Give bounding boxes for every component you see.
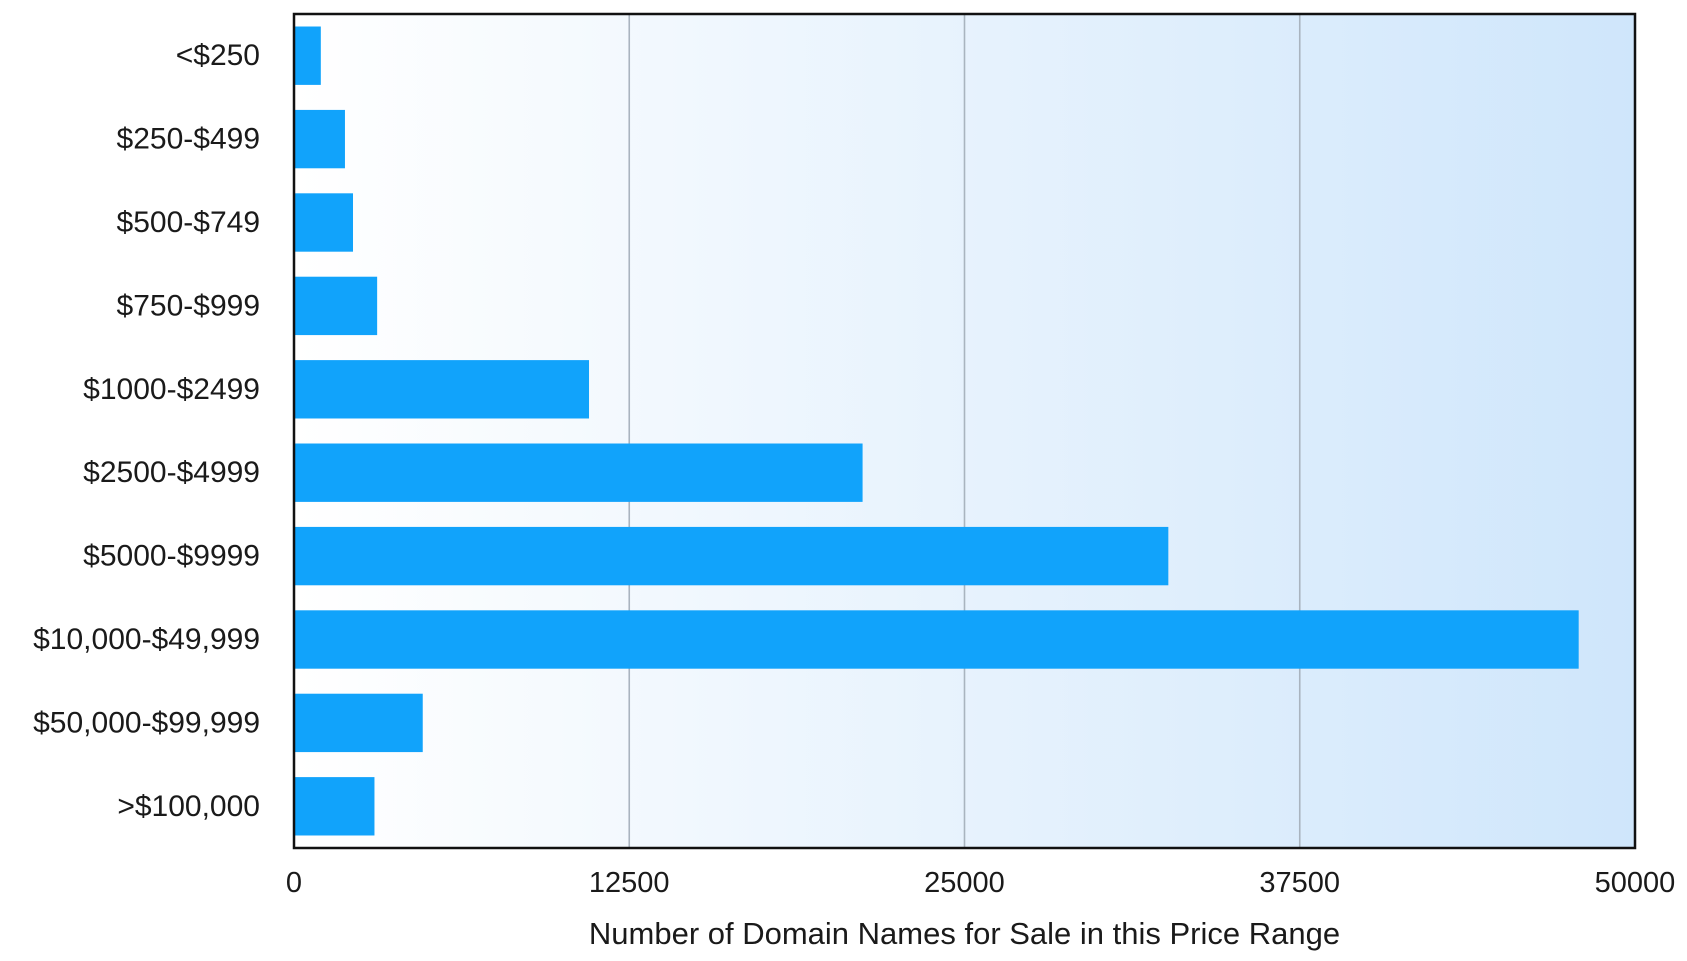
bars <box>294 26 1579 836</box>
x-tick-label: 25000 <box>924 867 1005 899</box>
category-label: $750-$999 <box>117 289 260 322</box>
category-label: $10,000-$49,999 <box>33 623 260 656</box>
category-label: >$100,000 <box>117 790 260 823</box>
bar <box>294 26 321 85</box>
category-labels: <$250 $250-$499 $500-$749 $750-$999 $1000-$2… <box>33 39 260 823</box>
x-axis-label: Number of Domain Names for Sale in this … <box>589 916 1340 951</box>
category-label: <$250 <box>176 39 260 72</box>
bar <box>294 360 590 419</box>
bar <box>294 610 1579 669</box>
grid-lines <box>628 14 1301 848</box>
x-tick-label: 0 <box>286 867 302 899</box>
bar <box>294 526 1169 586</box>
category-label: $5000-$9999 <box>83 540 260 573</box>
category-label: $250-$499 <box>117 123 260 156</box>
category-label: $2500-$4999 <box>83 456 260 489</box>
bar <box>294 443 863 502</box>
category-label: $500-$749 <box>117 206 260 239</box>
bar <box>294 109 345 169</box>
plot-frame <box>292 12 1637 850</box>
x-tick-label: 50000 <box>1595 867 1676 899</box>
x-tick-label: 12500 <box>589 867 670 899</box>
bar <box>294 693 423 753</box>
x-tick-labels: 0 12500 25000 37500 50000 <box>286 867 1675 899</box>
x-tick-label: 37500 <box>1259 867 1340 899</box>
category-label: $1000-$2499 <box>83 373 260 406</box>
category-label: $50,000-$99,999 <box>33 706 260 739</box>
bar <box>294 193 354 252</box>
bar <box>294 777 375 836</box>
bar <box>294 276 378 336</box>
